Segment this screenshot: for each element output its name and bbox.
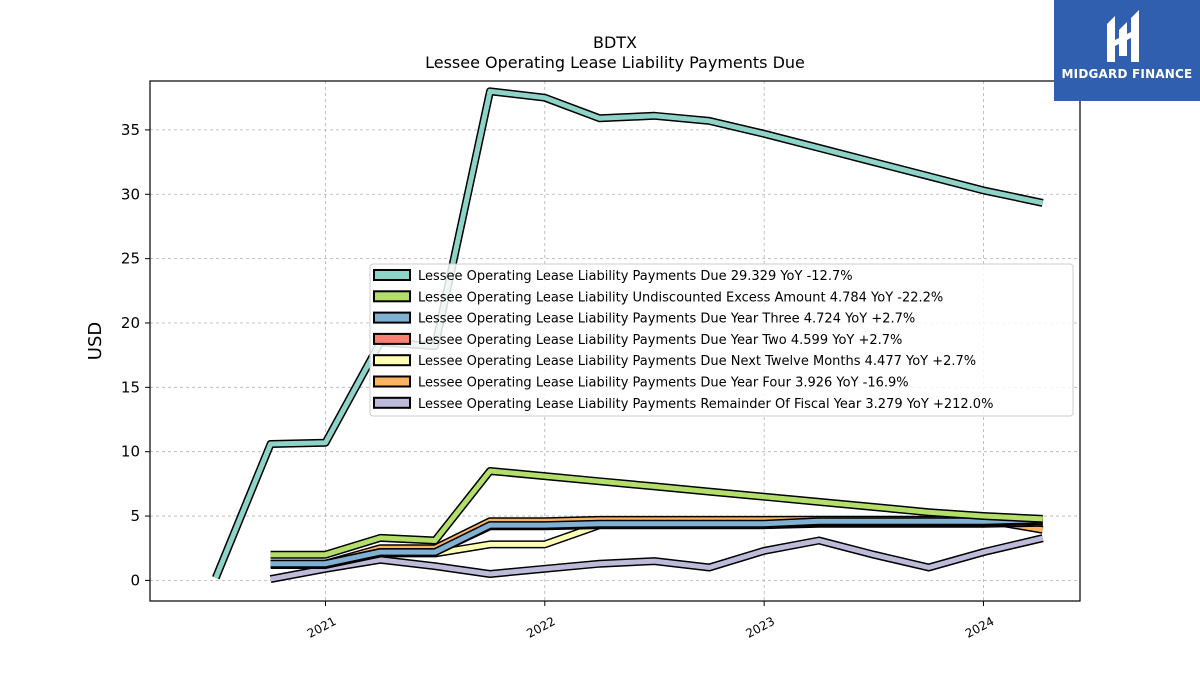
series-stroke [270,468,1043,558]
chart-title: BDTX [593,33,637,52]
legend-label: Lessee Operating Lease Liability Payment… [418,376,909,391]
series-line-0 [212,87,1044,580]
logo-text: MIDGARD FINANCE [1061,67,1193,81]
legend-label: Lessee Operating Lease Liability Payment… [418,333,902,348]
y-tick-label: 30 [121,185,140,203]
legend-label: Lessee Operating Lease Liability Payment… [418,397,993,412]
legend-label: Lessee Operating Lease Liability Payment… [418,312,915,327]
legend-box [369,263,1074,417]
series-group [212,87,1044,584]
y-tick-label: 35 [121,121,140,139]
y-tick-label: 10 [121,443,140,461]
x-axis: 2021 2022 2023 2024 [305,601,997,641]
x-tick-label: 2022 [524,614,558,641]
legend-label: Lessee Operating Lease Liability Payment… [418,354,976,369]
x-tick-label: 2023 [744,614,778,641]
y-tick-label: 0 [130,571,140,589]
legend-swatch [373,269,411,281]
x-tick-label: 2021 [305,614,339,641]
series-stroke [213,88,1044,579]
y-axis-label: USD [85,322,106,360]
logo-mark-icon [1107,10,1139,62]
plot-frame [149,80,1081,602]
legend-label: Lessee Operating Lease Liability Payment… [418,269,853,284]
legend-label: Lessee Operating Lease Liability Undisco… [418,290,943,305]
chart-subtitle: Lessee Operating Lease Liability Payment… [425,53,805,72]
series-line-1 [270,467,1043,559]
x-tick-label: 2024 [963,614,997,641]
y-tick-label: 25 [121,250,140,268]
series-line-6 [269,534,1044,584]
legend-swatch [373,311,411,324]
legend-swatch [373,290,411,303]
series-stroke [270,535,1044,582]
series-line-2 [270,515,1043,568]
legend-swatch [373,375,411,388]
legend-swatch [373,396,411,409]
legend: Lessee Operating Lease Liability Payment… [369,263,1074,417]
series-stroke [270,517,1043,567]
legend-swatch [373,332,411,345]
legend-swatch [373,354,411,367]
brand-logo: MIDGARD FINANCE [1054,0,1200,101]
y-tick-label: 5 [130,507,140,525]
y-tick-label: 15 [121,378,140,396]
y-tick-label: 20 [121,314,140,332]
y-axis: 0 5 10 15 20 25 30 35 [121,121,150,589]
